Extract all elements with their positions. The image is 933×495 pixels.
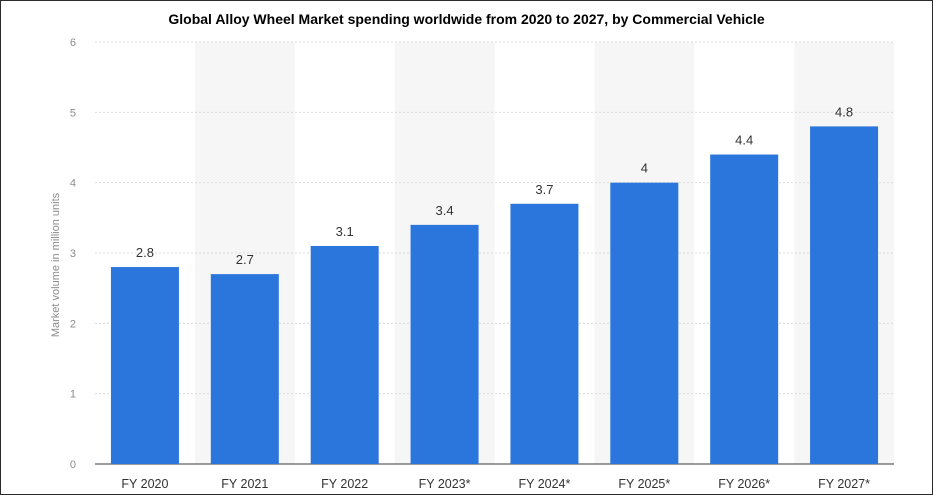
x-tick-label: FY 2024* <box>518 477 570 491</box>
bar <box>710 154 779 465</box>
y-tick-label: 4 <box>70 178 76 190</box>
data-label: 4.8 <box>835 104 853 119</box>
bar <box>610 182 679 464</box>
y-axis-label: Market volume in million units <box>50 192 62 337</box>
data-label: 3.1 <box>336 224 354 239</box>
y-tick-label: 1 <box>70 389 76 401</box>
y-tick-label: 3 <box>70 248 76 260</box>
y-tick-label: 6 <box>70 37 76 49</box>
x-tick-label: FY 2022 <box>321 477 368 491</box>
bar <box>210 274 279 464</box>
bar <box>410 224 479 464</box>
y-tick-label: 0 <box>70 459 76 471</box>
bar <box>110 267 179 464</box>
x-tick-label: FY 2026* <box>718 477 770 491</box>
x-tick-label: FY 2023* <box>419 477 471 491</box>
data-label: 3.4 <box>436 203 454 218</box>
data-label: 3.7 <box>535 182 553 197</box>
chart-title: Global Alloy Wheel Market spending world… <box>168 11 765 27</box>
y-tick-label: 5 <box>70 107 76 119</box>
x-tick-label: FY 2027* <box>818 477 870 491</box>
data-label: 2.7 <box>236 252 254 267</box>
y-tick-label: 2 <box>70 318 76 330</box>
bar <box>510 203 579 464</box>
x-tick-label: FY 2021 <box>221 477 268 491</box>
x-tick-label: FY 2020 <box>121 477 168 491</box>
data-label: 4 <box>641 161 648 176</box>
bar <box>310 245 379 464</box>
x-tick-label: FY 2025* <box>618 477 670 491</box>
data-label: 2.8 <box>136 245 154 260</box>
data-label: 4.4 <box>735 133 753 148</box>
bar <box>810 126 879 465</box>
